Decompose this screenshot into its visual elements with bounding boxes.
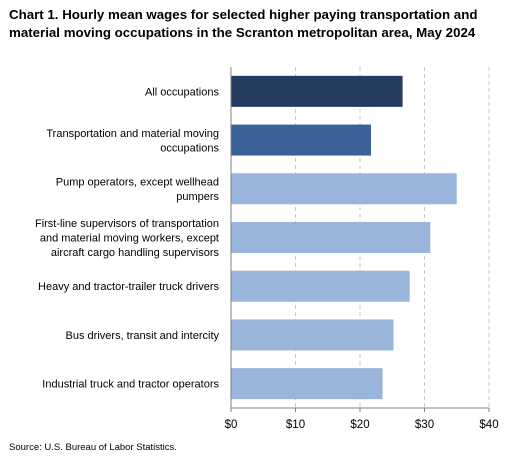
x-tick-label: $20: [350, 419, 369, 431]
category-label: First-line supervisors of transportation…: [35, 218, 220, 259]
bar: [231, 319, 394, 351]
category-label: Heavy and tractor-trailer truck drivers: [38, 281, 219, 293]
category-label: Bus drivers, transit and intercity: [66, 330, 220, 342]
bar: [231, 173, 457, 205]
category-label: Industrial truck and tractor operators: [42, 379, 219, 391]
x-tick-label: $30: [415, 419, 434, 431]
x-tick-label: $0: [225, 419, 238, 431]
source-note: Source: U.S. Bureau of Labor Statistics.: [9, 442, 177, 453]
x-tick-label: $10: [286, 419, 305, 431]
category-label: Pump operators, except wellhead pumpers: [56, 177, 220, 204]
bar: [231, 75, 403, 107]
x-tick-label: $40: [479, 419, 498, 431]
category-label: All occupations: [145, 86, 219, 98]
bar: [231, 124, 371, 156]
bar: [231, 270, 410, 302]
bar: [231, 368, 383, 400]
chart-title: Chart 1. Hourly mean wages for selected …: [9, 7, 478, 40]
category-label: Transportation and material moving occupa…: [46, 128, 219, 155]
bar: [231, 222, 431, 253]
